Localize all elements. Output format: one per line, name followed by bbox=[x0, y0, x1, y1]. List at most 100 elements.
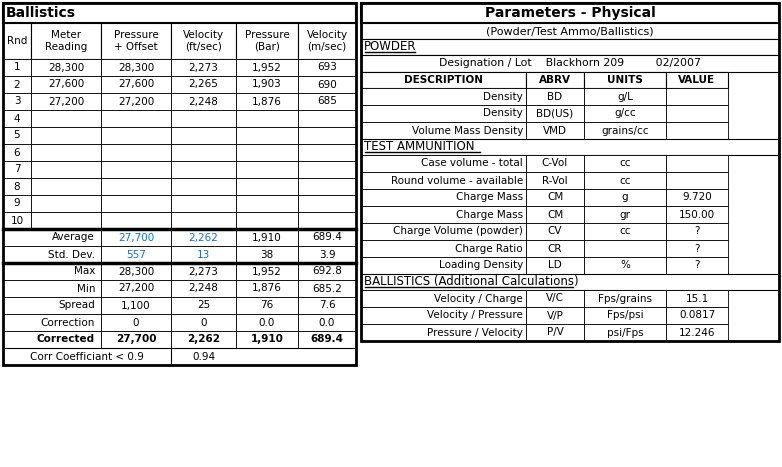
Text: Parameters - Physical: Parameters - Physical bbox=[485, 6, 655, 20]
Bar bbox=[171, 280, 236, 297]
Text: Meter
Reading: Meter Reading bbox=[45, 30, 87, 52]
Text: Corr Coefficiant < 0.9: Corr Coefficiant < 0.9 bbox=[30, 352, 144, 361]
Text: %: % bbox=[620, 261, 630, 270]
Bar bbox=[666, 72, 728, 88]
Text: Correction: Correction bbox=[41, 318, 95, 327]
Bar bbox=[298, 246, 356, 263]
Text: VMD: VMD bbox=[543, 126, 567, 135]
Text: Pressure
(Bar): Pressure (Bar) bbox=[245, 30, 289, 52]
Text: 1,910: 1,910 bbox=[252, 233, 282, 242]
Bar bbox=[3, 110, 31, 127]
Text: 2,265: 2,265 bbox=[188, 79, 218, 90]
Bar bbox=[3, 76, 31, 93]
Bar bbox=[361, 240, 526, 257]
Bar bbox=[584, 172, 666, 189]
Bar bbox=[101, 297, 171, 314]
Text: 685: 685 bbox=[317, 97, 337, 106]
Text: 5: 5 bbox=[14, 130, 20, 141]
Bar bbox=[361, 88, 526, 105]
Bar bbox=[584, 88, 666, 105]
Text: g: g bbox=[622, 192, 628, 203]
Text: Case volume - total: Case volume - total bbox=[421, 158, 523, 169]
Bar bbox=[298, 23, 356, 59]
Bar bbox=[236, 280, 298, 297]
Text: 1,876: 1,876 bbox=[252, 283, 282, 293]
Bar bbox=[3, 178, 31, 195]
Text: DESCRIPTION: DESCRIPTION bbox=[404, 75, 483, 85]
Bar bbox=[526, 105, 584, 122]
Text: Rnd: Rnd bbox=[7, 36, 27, 46]
Text: 8: 8 bbox=[14, 182, 20, 191]
Bar bbox=[298, 144, 356, 161]
Text: 1,100: 1,100 bbox=[121, 300, 151, 311]
Text: 693: 693 bbox=[317, 63, 337, 72]
Bar bbox=[101, 127, 171, 144]
Text: 7.6: 7.6 bbox=[319, 300, 335, 311]
Bar bbox=[361, 3, 779, 23]
Bar bbox=[101, 59, 171, 76]
Text: 25: 25 bbox=[197, 300, 210, 311]
Bar bbox=[101, 161, 171, 178]
Bar bbox=[3, 23, 31, 59]
Bar bbox=[584, 290, 666, 307]
Bar bbox=[171, 127, 236, 144]
Bar bbox=[3, 93, 31, 110]
Text: Fps/psi: Fps/psi bbox=[607, 311, 644, 320]
Bar bbox=[101, 93, 171, 110]
Bar bbox=[361, 72, 526, 88]
Bar bbox=[171, 331, 236, 348]
Text: 0.0: 0.0 bbox=[319, 318, 335, 327]
Text: Density: Density bbox=[483, 108, 523, 119]
Bar bbox=[361, 206, 526, 223]
Bar bbox=[101, 314, 171, 331]
Bar bbox=[526, 324, 584, 341]
Text: 1: 1 bbox=[14, 63, 20, 72]
Text: LD: LD bbox=[548, 261, 562, 270]
Bar bbox=[101, 76, 171, 93]
Bar bbox=[298, 314, 356, 331]
Bar bbox=[526, 223, 584, 240]
Text: ?: ? bbox=[694, 261, 700, 270]
Bar bbox=[31, 144, 101, 161]
Text: 28,300: 28,300 bbox=[118, 267, 154, 276]
Bar bbox=[3, 297, 101, 314]
Text: 15.1: 15.1 bbox=[685, 293, 708, 304]
Bar bbox=[31, 93, 101, 110]
Bar bbox=[3, 263, 101, 280]
Text: gr: gr bbox=[619, 210, 630, 219]
Bar bbox=[3, 127, 31, 144]
Bar bbox=[666, 240, 728, 257]
Text: 2,273: 2,273 bbox=[188, 63, 218, 72]
Text: 76: 76 bbox=[260, 300, 274, 311]
Text: ?: ? bbox=[694, 226, 700, 236]
Bar bbox=[101, 110, 171, 127]
Text: 2,262: 2,262 bbox=[188, 233, 218, 242]
Text: Velocity
(m/sec): Velocity (m/sec) bbox=[307, 30, 347, 52]
Bar bbox=[236, 229, 298, 246]
Text: VALUE: VALUE bbox=[679, 75, 716, 85]
Text: g/L: g/L bbox=[617, 92, 633, 101]
Text: 27,200: 27,200 bbox=[118, 283, 154, 293]
Bar bbox=[666, 290, 728, 307]
Text: Min: Min bbox=[77, 283, 95, 293]
Text: 38: 38 bbox=[260, 249, 274, 260]
Bar bbox=[236, 76, 298, 93]
Bar bbox=[171, 23, 236, 59]
Bar bbox=[298, 331, 356, 348]
Bar bbox=[236, 59, 298, 76]
Bar bbox=[236, 297, 298, 314]
Bar bbox=[236, 93, 298, 110]
Bar bbox=[171, 246, 236, 263]
Text: Loading Density: Loading Density bbox=[439, 261, 523, 270]
Bar bbox=[526, 257, 584, 274]
Bar bbox=[361, 122, 526, 139]
Bar bbox=[3, 59, 31, 76]
Text: 27,600: 27,600 bbox=[48, 79, 84, 90]
Bar bbox=[3, 144, 31, 161]
Bar bbox=[526, 172, 584, 189]
Text: 692.8: 692.8 bbox=[312, 267, 342, 276]
Bar bbox=[171, 59, 236, 76]
Text: Spread: Spread bbox=[58, 300, 95, 311]
Bar bbox=[584, 307, 666, 324]
Bar bbox=[236, 127, 298, 144]
